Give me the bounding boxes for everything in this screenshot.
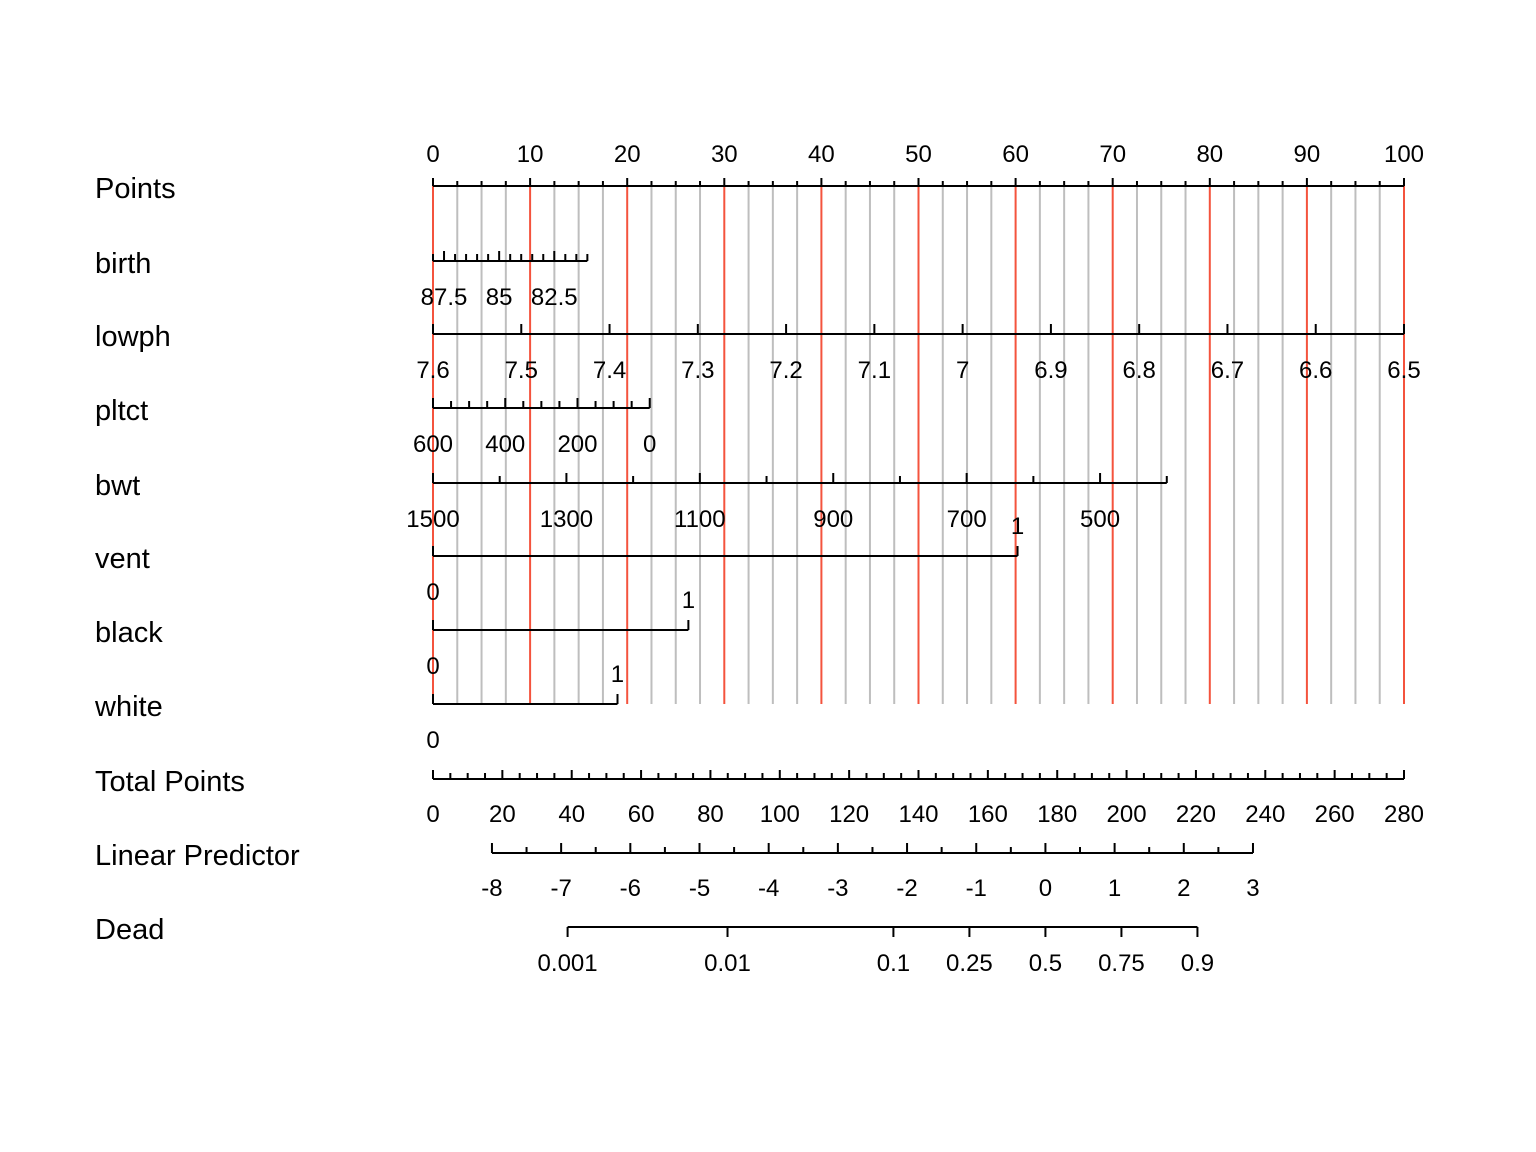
pltct-tick-label: 0 xyxy=(643,431,656,458)
dead-tick-label: 0.01 xyxy=(704,950,751,977)
row-label-dead: Dead xyxy=(95,914,164,946)
total-points-tick-label: 180 xyxy=(1037,801,1077,828)
lowph-tick-label: 7.1 xyxy=(858,357,891,384)
linear-predictor-tick-label: -1 xyxy=(966,875,987,902)
bwt-tick-label: 700 xyxy=(947,506,987,533)
grid-lines xyxy=(432,186,1405,704)
points-tick-label: 70 xyxy=(1099,141,1126,168)
points-tick-label: 40 xyxy=(808,141,835,168)
lowph-tick-label: 7.5 xyxy=(505,357,538,384)
row-label-pltct: pltct xyxy=(95,395,148,427)
total-points-tick-label: 40 xyxy=(558,801,585,828)
pltct-tick-label: 200 xyxy=(557,431,597,458)
points-tick-label: 30 xyxy=(711,141,738,168)
points-tick-label: 10 xyxy=(517,141,544,168)
points-tick-label: 0 xyxy=(426,141,439,168)
total-points-tick-label: 20 xyxy=(489,801,516,828)
row-label-birth: birth xyxy=(95,248,151,280)
vent-level-label: 0 xyxy=(426,579,439,606)
total-points-tick-label: 220 xyxy=(1176,801,1216,828)
lowph-tick-label: 6.5 xyxy=(1387,357,1420,384)
total-points-tick-label: 200 xyxy=(1107,801,1147,828)
linear-predictor-tick-label: -2 xyxy=(896,875,917,902)
total-points-tick-label: 260 xyxy=(1315,801,1355,828)
white-level-label: 0 xyxy=(426,727,439,754)
points-tick-label: 20 xyxy=(614,141,641,168)
total-points-tick-label: 80 xyxy=(697,801,724,828)
pltct-tick-label: 400 xyxy=(485,431,525,458)
linear-predictor-tick-label: -7 xyxy=(550,875,571,902)
linear-predictor-tick-label: -8 xyxy=(481,875,502,902)
linear-predictor-tick-label: 1 xyxy=(1108,875,1121,902)
points-tick-label: 50 xyxy=(905,141,932,168)
lowph-tick-label: 6.9 xyxy=(1034,357,1067,384)
lowph-tick-label: 7.4 xyxy=(593,357,626,384)
dead-tick-label: 0.25 xyxy=(946,950,993,977)
row-labels: Points birth lowph pltct bwt vent black white To… xyxy=(94,173,300,946)
lowph-tick-label: 6.7 xyxy=(1211,357,1244,384)
linear-predictor-tick-label: -5 xyxy=(689,875,710,902)
points-tick-label: 60 xyxy=(1002,141,1029,168)
row-label-lowph: lowph xyxy=(95,321,171,353)
bwt-tick-label: 1100 xyxy=(674,506,726,533)
lowph-tick-label: 6.8 xyxy=(1122,357,1155,384)
bwt-tick-label: 900 xyxy=(813,506,853,533)
bwt-tick-label: 1500 xyxy=(406,506,459,533)
dead-tick-label: 0.5 xyxy=(1029,950,1062,977)
row-label-bwt: bwt xyxy=(95,470,140,502)
dead-tick-label: 0.75 xyxy=(1098,950,1145,977)
total-points-tick-label: 280 xyxy=(1384,801,1424,828)
pltct-tick-label: 600 xyxy=(413,431,453,458)
lowph-tick-label: 7 xyxy=(956,357,969,384)
total-points-tick-label: 60 xyxy=(628,801,655,828)
white-level-label: 1 xyxy=(611,661,624,688)
points-tick-label: 90 xyxy=(1294,141,1321,168)
row-label-black: black xyxy=(95,617,163,649)
bwt-tick-label: 1300 xyxy=(540,506,593,533)
total-points-tick-label: 240 xyxy=(1245,801,1285,828)
black-level-label: 1 xyxy=(682,587,695,614)
dead-tick-label: 0.001 xyxy=(538,950,598,977)
black-level-label: 0 xyxy=(426,653,439,680)
lowph-tick-label: 7.3 xyxy=(681,357,714,384)
lowph-tick-label: 6.6 xyxy=(1299,357,1332,384)
row-label-linear-predictor: Linear Predictor xyxy=(95,840,300,872)
points-tick-label: 80 xyxy=(1196,141,1223,168)
total-points-tick-label: 140 xyxy=(898,801,938,828)
bwt-tick-label: 500 xyxy=(1080,506,1120,533)
row-label-total-points: Total Points xyxy=(95,766,245,798)
lowph-tick-label: 7.6 xyxy=(416,357,449,384)
linear-predictor-tick-label: 0 xyxy=(1039,875,1052,902)
birth-tick-label: 85 xyxy=(486,284,513,311)
total-points-tick-label: 120 xyxy=(829,801,869,828)
points-tick-label: 100 xyxy=(1384,141,1424,168)
linear-predictor-tick-label: -6 xyxy=(620,875,641,902)
linear-predictor-tick-label: 2 xyxy=(1177,875,1190,902)
row-label-white: white xyxy=(94,691,163,723)
vent-level-label: 1 xyxy=(1011,513,1024,540)
total-points-tick-label: 0 xyxy=(426,801,439,828)
birth-tick-label: 82.5 xyxy=(531,284,578,311)
linear-predictor-tick-label: -3 xyxy=(827,875,848,902)
row-label-vent: vent xyxy=(95,543,150,575)
dead-tick-label: 0.1 xyxy=(877,950,910,977)
linear-predictor-tick-label: 3 xyxy=(1246,875,1259,902)
total-points-tick-label: 160 xyxy=(968,801,1008,828)
lowph-tick-label: 7.2 xyxy=(769,357,802,384)
dead-tick-label: 0.9 xyxy=(1181,950,1214,977)
row-label-points: Points xyxy=(95,173,176,205)
linear-predictor-tick-label: -4 xyxy=(758,875,779,902)
birth-tick-label: 87.5 xyxy=(421,284,468,311)
total-points-tick-label: 100 xyxy=(760,801,800,828)
